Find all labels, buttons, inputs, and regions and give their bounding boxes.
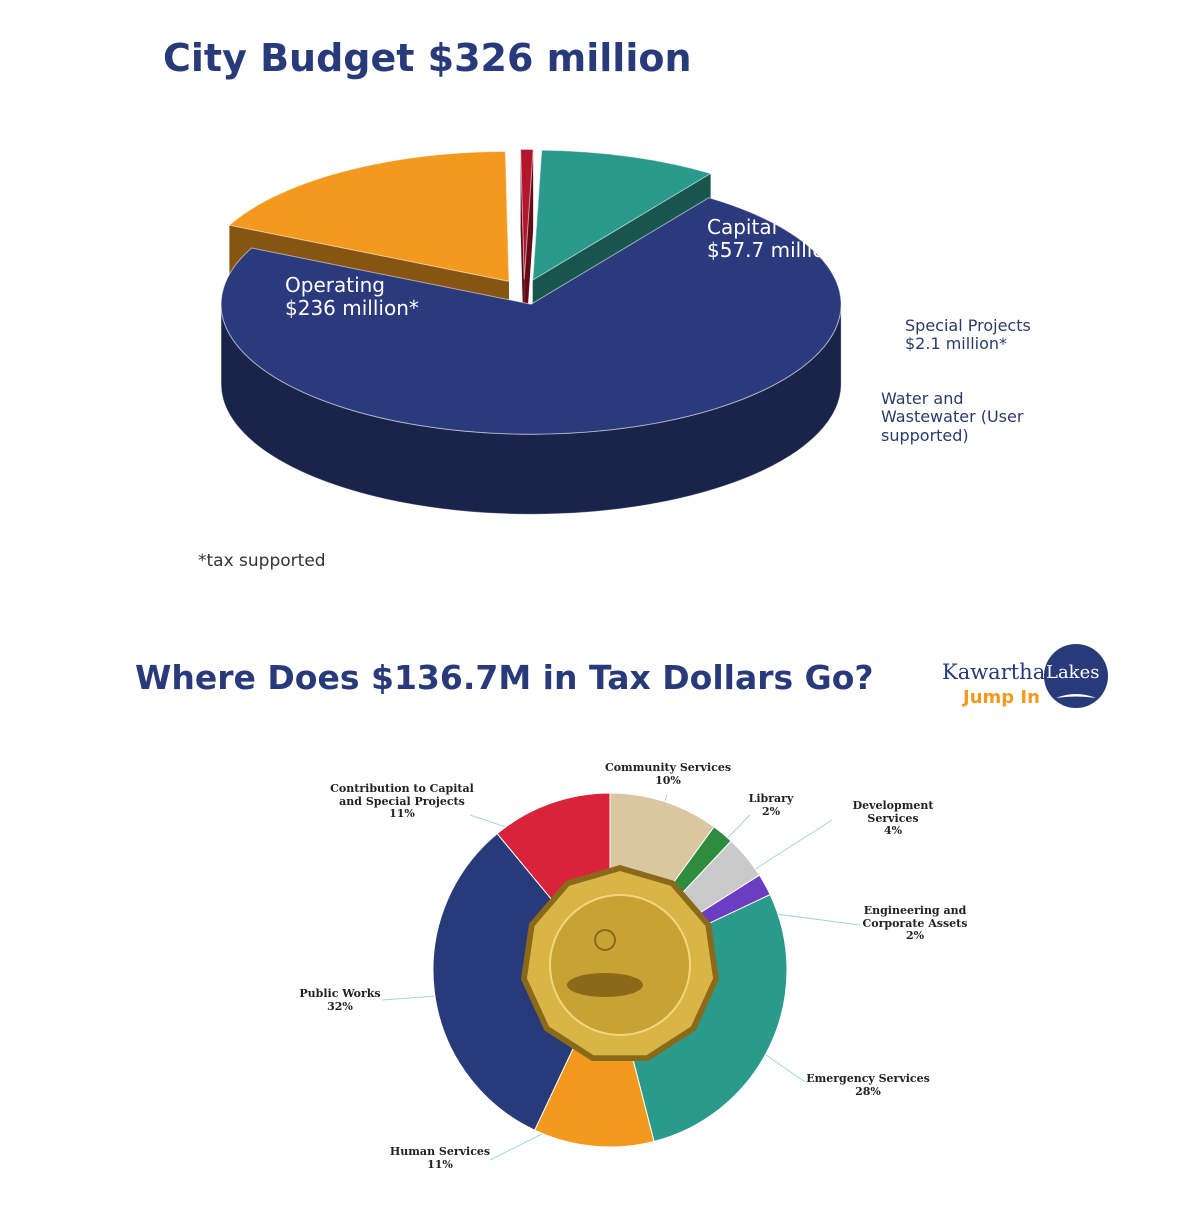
category-label: Capital: [707, 215, 778, 239]
coin-inner: [549, 894, 691, 1036]
value-label: 2%: [905, 929, 925, 943]
slice-label: Development Services 4%: [848, 799, 938, 838]
slice-label: Engineering and Corporate Assets 2%: [853, 904, 978, 943]
logo-tagline: Jump In: [963, 687, 1040, 708]
category-label: Public Works: [299, 987, 381, 1000]
category-label: Special Projects: [905, 316, 1031, 335]
slice-label: Human Services 11%: [370, 1145, 510, 1171]
value-label: $2.1 million*: [905, 334, 1008, 354]
coin: [521, 865, 719, 1061]
value-label: $57.7 million*: [707, 238, 848, 262]
value-label: 4%: [883, 824, 903, 838]
category-label: Water and Wastewater (User supported): [881, 389, 1024, 445]
pie-slice: [220, 197, 842, 435]
logo-badge-text: Lakes: [1046, 662, 1100, 683]
category-label: Human Services: [389, 1145, 491, 1158]
category-label: Community Services: [604, 761, 732, 774]
slice-label: Capital $57.7 million*: [707, 216, 847, 262]
value-label: 28%: [855, 1084, 881, 1098]
pie-slice: [520, 148, 534, 280]
pie-3d: [220, 148, 842, 515]
value-label: 10%: [655, 773, 681, 787]
slice-label: Emergency Services 28%: [793, 1072, 943, 1098]
slice-label: Public Works 32%: [290, 987, 390, 1013]
value-label: 11%: [389, 807, 415, 821]
note: *tax supported: [198, 551, 326, 571]
category-label: Contribution to Capital and Special Proj…: [330, 782, 474, 808]
pie-slice: [228, 150, 510, 282]
value-label: 32%: [327, 999, 353, 1013]
chart-title: City Budget $326 million: [163, 36, 692, 80]
slice-label: Operating $236 million*: [285, 274, 419, 320]
slice-label: Special Projects $2.1 million*: [905, 316, 1031, 354]
value-label: $236 million*: [285, 296, 419, 320]
chart-title: Where Does $136.7M in Tax Dollars Go?: [135, 658, 874, 697]
value-label: 11%: [427, 1157, 453, 1171]
category-label: Emergency Services: [806, 1072, 930, 1085]
category-label: Development Services: [852, 799, 934, 825]
coin-loon: [567, 973, 643, 997]
logo-circle: [1044, 644, 1108, 708]
coin-emblem: [594, 929, 616, 951]
logo-badge: [1044, 644, 1108, 708]
value-label: 2%: [761, 804, 781, 818]
slice-tops: [220, 148, 842, 435]
logo-name: Kawartha: [942, 660, 1046, 684]
slice-label: Contribution to Capital and Special Proj…: [322, 782, 482, 821]
category-label: Engineering and Corporate Assets: [862, 904, 968, 930]
slice-label: Library 2%: [741, 792, 801, 818]
slice-label: Water and Wastewater (User supported): [881, 389, 1031, 445]
logo-bird: [1056, 694, 1096, 698]
category-label: Operating: [285, 273, 385, 297]
slice-label: Community Services 10%: [598, 761, 738, 787]
pie-slice: [532, 149, 712, 281]
category-label: Library: [748, 792, 794, 805]
